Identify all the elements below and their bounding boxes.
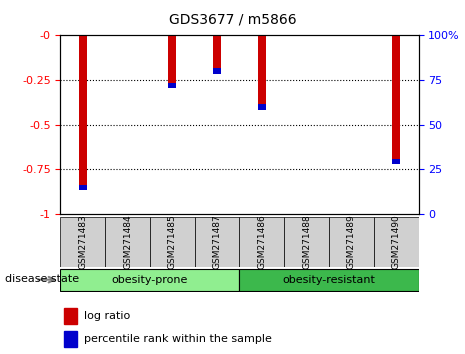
Bar — [60, 268, 239, 291]
Bar — [79, 35, 87, 190]
Bar — [284, 217, 329, 267]
Text: obesity-prone: obesity-prone — [112, 275, 188, 285]
Text: GSM271485: GSM271485 — [168, 215, 177, 269]
Bar — [258, 35, 266, 110]
Text: GSM271484: GSM271484 — [123, 215, 132, 269]
Text: GSM271490: GSM271490 — [392, 215, 401, 269]
Bar — [64, 308, 77, 324]
Text: disease state: disease state — [5, 274, 79, 284]
Bar — [213, 35, 221, 74]
Text: GSM271487: GSM271487 — [213, 215, 222, 269]
Text: GSM271489: GSM271489 — [347, 215, 356, 269]
Bar — [258, 104, 266, 110]
Text: GSM271486: GSM271486 — [257, 215, 266, 269]
Bar — [392, 159, 400, 164]
Text: percentile rank within the sample: percentile rank within the sample — [84, 334, 272, 344]
Text: GSM271488: GSM271488 — [302, 215, 311, 269]
Bar — [168, 83, 176, 88]
Bar — [239, 217, 284, 267]
Bar — [60, 217, 105, 267]
Bar — [392, 35, 400, 164]
Text: GDS3677 / m5866: GDS3677 / m5866 — [169, 12, 296, 27]
Bar — [239, 268, 418, 291]
Text: log ratio: log ratio — [84, 311, 130, 321]
Bar — [105, 217, 150, 267]
Bar — [374, 217, 418, 267]
Bar — [195, 217, 239, 267]
Bar — [329, 217, 374, 267]
Text: obesity-resistant: obesity-resistant — [283, 275, 375, 285]
Bar — [150, 217, 195, 267]
Bar — [79, 185, 87, 190]
Bar — [213, 68, 221, 74]
Bar — [64, 331, 77, 347]
Bar — [168, 35, 176, 88]
Text: GSM271483: GSM271483 — [78, 215, 87, 269]
